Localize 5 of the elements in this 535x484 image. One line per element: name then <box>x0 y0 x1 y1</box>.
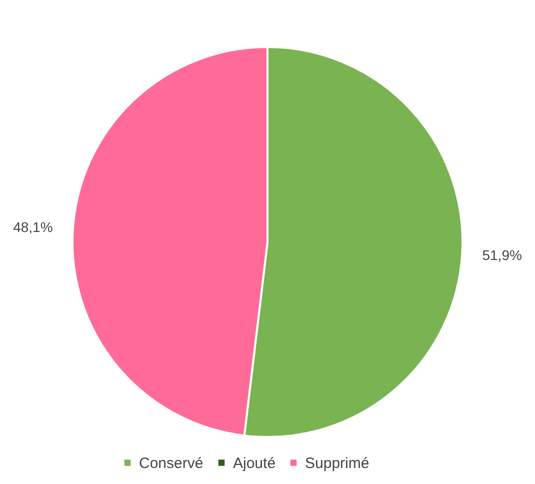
data-label: 51,9% <box>482 247 522 264</box>
legend-label: Ajouté <box>233 454 276 472</box>
legend-label: Conservé <box>139 454 204 472</box>
legend-label: Supprimé <box>305 454 370 472</box>
data-label: 48,1% <box>13 218 53 235</box>
